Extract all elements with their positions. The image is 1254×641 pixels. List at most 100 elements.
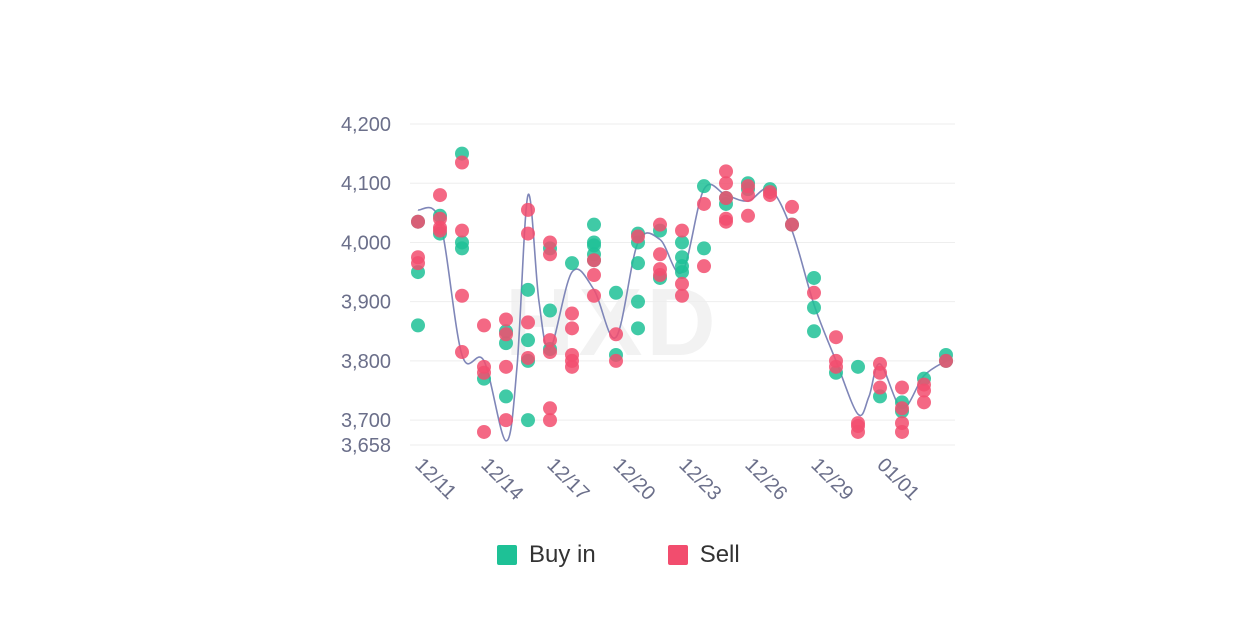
buy-in-point <box>499 389 513 404</box>
sell-point <box>521 315 535 330</box>
sell-point <box>829 330 843 345</box>
buy-in-point <box>455 241 469 256</box>
sell-point <box>521 202 535 217</box>
x-tick-label: 12/14 <box>476 454 527 505</box>
sell-point <box>741 208 755 223</box>
sell-point <box>565 306 579 321</box>
sell-point <box>785 199 799 214</box>
buy-in-point <box>565 256 579 271</box>
buy-in-point <box>807 324 821 339</box>
sell-point <box>895 424 909 439</box>
y-tick-label: 4,200 <box>341 114 391 136</box>
sell-point <box>873 380 887 395</box>
sell-point <box>675 276 689 291</box>
buy-in-point <box>521 333 535 348</box>
sell-point <box>609 353 623 368</box>
buy-in-point <box>675 265 689 280</box>
y-axis: 4,200 4,100 4,000 3,900 3,800 3,700 3,658 <box>341 114 391 457</box>
sell-point <box>499 413 513 428</box>
buy-in-point <box>697 179 711 194</box>
legend-item-buy[interactable]: Buy in <box>497 541 596 569</box>
sell-point <box>543 247 557 262</box>
buy-in-point <box>631 256 645 271</box>
sell-point <box>895 380 909 395</box>
sell-point <box>653 247 667 262</box>
y-tick-label: 3,900 <box>341 292 391 314</box>
sell-point <box>477 424 491 439</box>
buy-in-point <box>543 303 557 318</box>
sell-point <box>609 327 623 342</box>
sell-point <box>719 176 733 191</box>
sell-point <box>411 256 425 271</box>
sell-point <box>477 365 491 380</box>
y-tick-label: 3,800 <box>341 351 391 373</box>
sell-point <box>807 285 821 300</box>
sell-point <box>521 350 535 365</box>
buy-in-point <box>697 241 711 256</box>
sell-point <box>543 345 557 360</box>
x-tick-label: 01/01 <box>872 454 923 505</box>
buy-in-point <box>521 413 535 428</box>
sell-point <box>565 353 579 368</box>
legend-item-sell[interactable]: Sell <box>667 541 740 569</box>
buy-swatch <box>497 545 517 565</box>
sell-point <box>543 333 557 348</box>
sell-point <box>455 288 469 303</box>
sell-point <box>543 235 557 250</box>
buy-in-point <box>521 282 535 297</box>
sell-point <box>499 327 513 342</box>
y-tick-label: 3,658 <box>341 435 391 457</box>
buy-in-point <box>675 235 689 250</box>
sell-point <box>895 401 909 416</box>
x-axis: 12/11 12/14 12/17 12/20 12/23 12/26 12/29 01/01 <box>410 454 923 505</box>
sell-point <box>917 383 931 398</box>
sell-point <box>741 188 755 203</box>
x-tick-label: 12/11 <box>410 454 460 504</box>
sell-point <box>631 229 645 244</box>
trend-line <box>417 183 947 442</box>
sell-point <box>829 359 843 374</box>
buy-in-point <box>807 270 821 285</box>
sell-point <box>477 318 491 333</box>
sell-point <box>521 226 535 241</box>
sell-point <box>455 345 469 360</box>
legend-label-buy: Buy in <box>529 541 596 568</box>
y-tick-label: 4,100 <box>341 173 391 195</box>
buy-in-point <box>631 294 645 309</box>
sell-point <box>851 424 865 439</box>
sell-point <box>565 321 579 336</box>
buy-in-point <box>587 217 601 232</box>
sell-point <box>499 312 513 327</box>
y-tick-label: 3,700 <box>341 410 391 432</box>
legend-label-sell: Sell <box>699 541 740 568</box>
sell-point <box>697 259 711 274</box>
buy-in-point <box>851 359 865 374</box>
x-tick-label: 12/26 <box>740 454 791 505</box>
sell-point <box>675 223 689 238</box>
data-points <box>411 146 953 439</box>
sell-point <box>719 164 733 179</box>
sell-point <box>411 214 425 229</box>
sell-point <box>719 214 733 229</box>
sell-point <box>873 365 887 380</box>
x-tick-label: 12/23 <box>674 454 725 505</box>
sell-point <box>785 217 799 232</box>
sell-point <box>675 288 689 303</box>
sell-point <box>587 253 601 268</box>
sell-swatch <box>667 545 688 565</box>
sell-point <box>455 223 469 238</box>
x-tick-label: 12/20 <box>608 454 659 505</box>
buy-in-point <box>631 321 645 336</box>
legend: Buy in Sell <box>497 541 740 569</box>
sell-point <box>433 223 447 238</box>
sell-point <box>543 401 557 416</box>
sell-point <box>763 188 777 203</box>
y-tick-label: 4,000 <box>341 232 391 254</box>
sell-point <box>543 413 557 428</box>
sell-point <box>455 155 469 170</box>
sell-point <box>653 217 667 232</box>
sell-point <box>719 191 733 206</box>
buy-in-point <box>807 300 821 315</box>
sell-point <box>587 288 601 303</box>
sell-point <box>433 188 447 203</box>
